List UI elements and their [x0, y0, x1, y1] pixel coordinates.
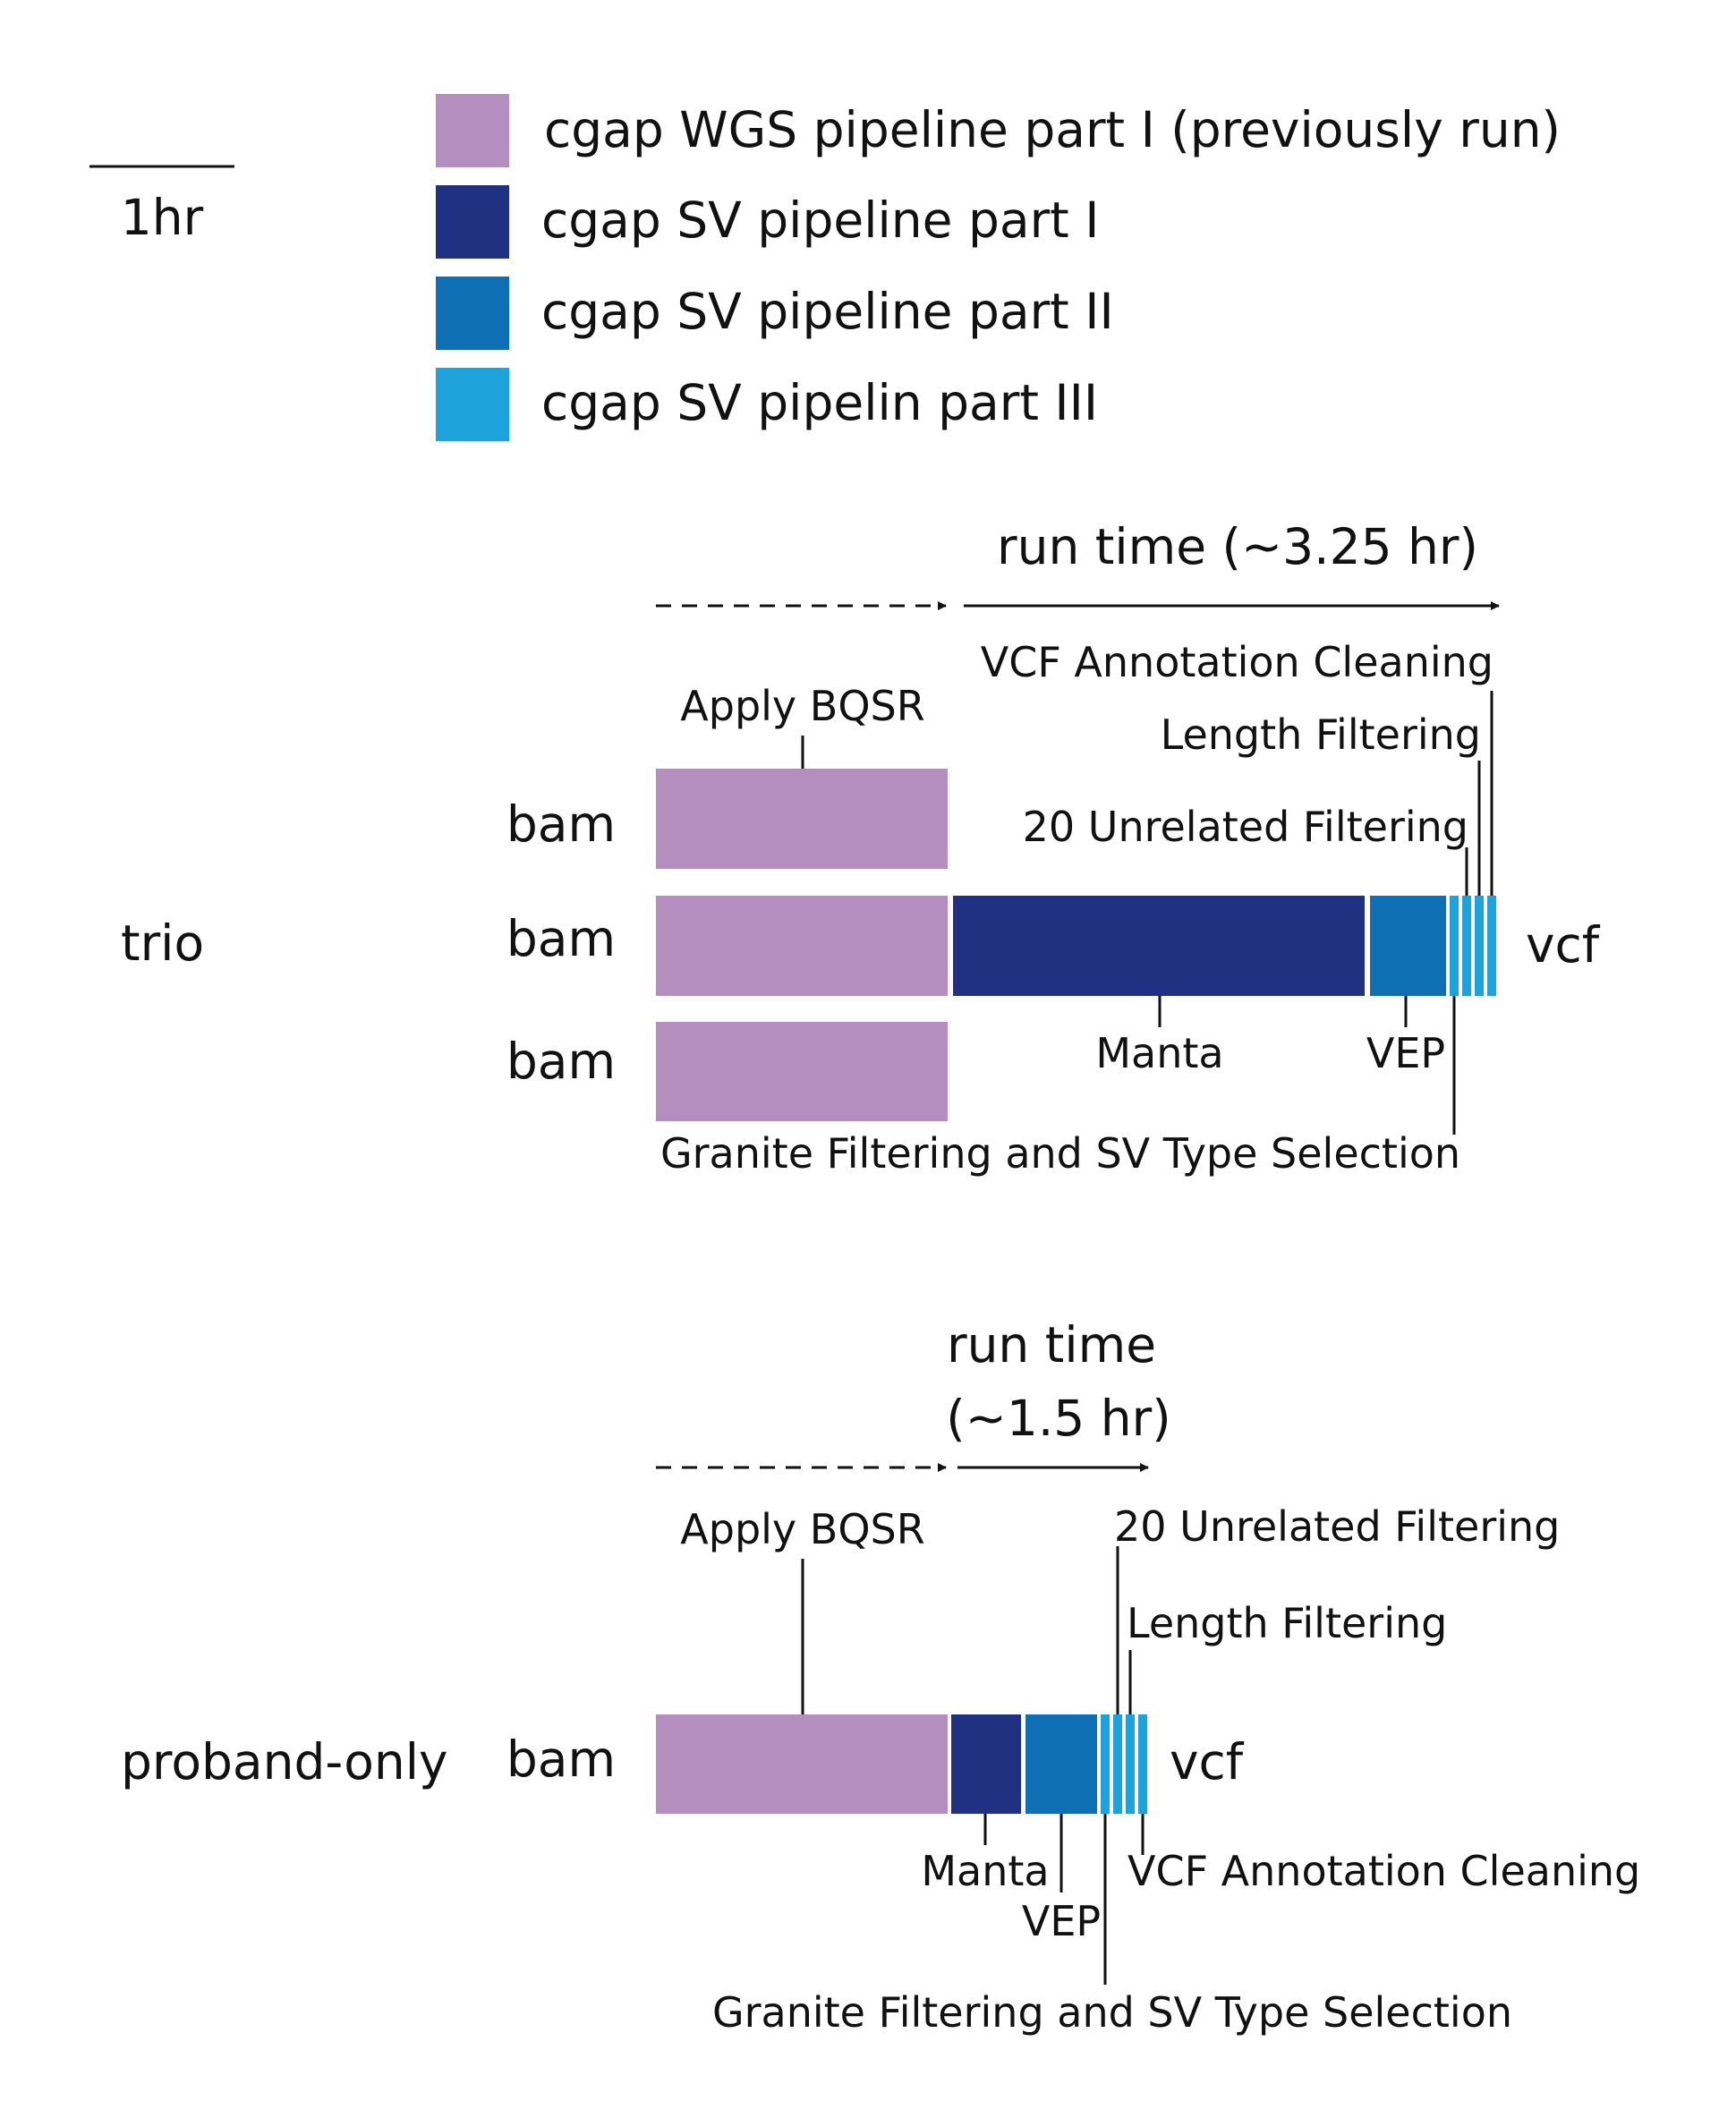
legend-label-sv-part1: cgap SV pipeline part I — [541, 191, 1099, 249]
proband-section: run time (~1.5 hr) proband-only bam vcf … — [121, 1316, 1640, 2037]
trio-bar-granite — [1450, 896, 1459, 996]
proband-bar-length — [1126, 1714, 1135, 1814]
trio-input-bam-3: bam — [506, 1033, 616, 1090]
proband-label-unrelated: 20 Unrelated Filtering — [1114, 1502, 1560, 1551]
trio-label-manta: Manta — [1095, 1029, 1223, 1077]
trio-label: trio — [121, 914, 204, 972]
trio-label-length: Length Filtering — [1161, 710, 1481, 759]
trio-bar-vep — [1370, 896, 1446, 996]
proband-bar-unrelated — [1113, 1714, 1122, 1814]
trio-input-bam-1: bam — [506, 795, 616, 853]
trio-bar-apply-bqsr-3 — [656, 1022, 948, 1121]
legend-swatch-sv-part3 — [436, 368, 509, 441]
proband-label-length: Length Filtering — [1127, 1599, 1447, 1647]
proband-bar-manta — [951, 1714, 1021, 1814]
trio-section: run time (~3.25 hr) trio bam bam bam vcf… — [121, 518, 1601, 1178]
proband-bar-vcf-cleaning — [1138, 1714, 1147, 1814]
trio-label-vep: VEP — [1366, 1029, 1445, 1077]
proband-output-vcf: vcf — [1170, 1733, 1245, 1791]
proband-label-granite: Granite Filtering and SV Type Selection — [712, 1988, 1512, 2037]
trio-bar-vcf-cleaning — [1487, 896, 1496, 996]
proband-bar-apply-bqsr — [656, 1714, 948, 1814]
trio-bar-length — [1475, 896, 1484, 996]
scale-bar-label: 1hr — [121, 189, 204, 246]
trio-label-vcf-cleaning: VCF Annotation Cleaning — [981, 638, 1493, 686]
trio-output-vcf: vcf — [1526, 916, 1601, 974]
legend-label-wgs-part1: cgap WGS pipeline part I (previously run… — [544, 101, 1561, 158]
trio-label-apply-bqsr: Apply BQSR — [680, 682, 924, 730]
trio-label-granite: Granite Filtering and SV Type Selection — [660, 1129, 1460, 1178]
trio-bar-apply-bqsr-2 — [656, 896, 948, 996]
proband-label: proband-only — [121, 1733, 448, 1791]
proband-label-apply-bqsr: Apply BQSR — [680, 1505, 924, 1553]
proband-label-vep: VEP — [1022, 1897, 1101, 1945]
proband-run-time-line2: (~1.5 hr) — [946, 1390, 1170, 1447]
legend-swatch-sv-part1 — [436, 185, 509, 259]
legend-label-sv-part3: cgap SV pipelin part III — [541, 374, 1098, 431]
proband-run-time-line1: run time — [947, 1316, 1156, 1374]
legend-swatch-wgs-part1 — [436, 94, 509, 167]
trio-bar-unrelated — [1462, 896, 1471, 996]
proband-input-bam: bam — [506, 1731, 616, 1788]
proband-label-vcf-cleaning: VCF Annotation Cleaning — [1128, 1847, 1640, 1895]
trio-run-time: run time (~3.25 hr) — [997, 518, 1478, 575]
trio-bar-apply-bqsr-1 — [656, 769, 948, 869]
proband-bar-granite — [1101, 1714, 1110, 1814]
trio-bar-manta — [953, 896, 1365, 996]
legend-swatch-sv-part2 — [436, 276, 509, 350]
proband-bar-vep — [1025, 1714, 1097, 1814]
scale-bar: 1hr — [89, 165, 234, 246]
legend: cgap WGS pipeline part I (previously run… — [436, 94, 1561, 441]
trio-label-unrelated: 20 Unrelated Filtering — [1023, 803, 1468, 851]
trio-input-bam-2: bam — [506, 910, 616, 967]
proband-label-manta: Manta — [921, 1847, 1049, 1895]
legend-label-sv-part2: cgap SV pipeline part II — [541, 283, 1114, 340]
